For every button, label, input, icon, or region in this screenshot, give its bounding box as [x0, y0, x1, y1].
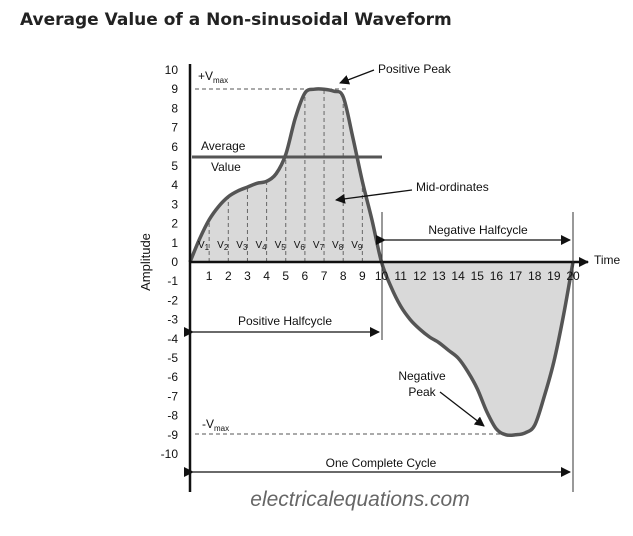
mid-ordinate-label: V8: [332, 240, 344, 252]
x-tick-label: 19: [547, 269, 561, 283]
mid-ordinate-labels: V1 V2 V3 V4 V5 V6 V7 V8 V9: [198, 240, 363, 252]
y-tick-label: 9: [171, 82, 178, 96]
complete-cycle-label: One Complete Cycle: [326, 456, 437, 470]
mid-ordinate-label: V1: [198, 240, 210, 252]
y-tick-label: 1: [171, 236, 178, 250]
y-tick-label: 0: [171, 255, 178, 269]
x-tick-label: 4: [263, 269, 270, 283]
x-tick-label: 15: [471, 269, 485, 283]
positive-halfcycle-label: Positive Halfcycle: [238, 314, 332, 328]
negative-halfcycle-area: [381, 262, 573, 435]
y-tick-label: -7: [167, 389, 178, 403]
mid-ordinate-label: V6: [294, 240, 306, 252]
x-axis-label: Time: [594, 253, 621, 267]
y-tick-label: -1: [167, 274, 178, 288]
y-tick-label: 8: [171, 101, 178, 115]
x-tick-label: 20: [566, 269, 580, 283]
x-tick-label: 6: [302, 269, 309, 283]
positive-peak-label: Positive Peak: [378, 62, 452, 76]
x-tick-label: 11: [394, 269, 407, 283]
y-tick-label: -9: [167, 428, 178, 442]
x-tick-label: 9: [359, 269, 366, 283]
y-tick-label: 4: [171, 178, 178, 192]
x-tick-label: 16: [490, 269, 504, 283]
negative-peak-arrow: [439, 391, 485, 427]
positive-peak-arrow: [339, 69, 375, 85]
watermark-text: electricalequations.com: [250, 488, 469, 511]
x-tick-label: 13: [432, 269, 446, 283]
y-tick-label: 6: [171, 140, 178, 154]
average-label-line2: Value: [211, 160, 241, 174]
x-axis-ticks: 1 2 3 4 5 6 7 8 9 10 11 12 13 14 15 16 17 18 19 20: [206, 269, 580, 283]
mid-ordinates-arrow: [335, 189, 413, 204]
mid-ordinate-label: V3: [236, 240, 248, 252]
vmax-positive-label: +Vmax: [198, 69, 228, 85]
y-tick-label: -4: [167, 332, 178, 346]
y-tick-label: 7: [171, 121, 178, 135]
x-tick-label: 7: [321, 269, 328, 283]
y-tick-label: -6: [167, 370, 178, 384]
y-tick-label: 10: [165, 63, 179, 77]
y-tick-label: -8: [167, 409, 178, 423]
mid-ordinate-label: V9: [351, 240, 363, 252]
x-tick-label: 17: [509, 269, 523, 283]
negative-halfcycle-label: Negative Halfcycle: [428, 223, 528, 237]
x-tick-label: 5: [282, 269, 289, 283]
mid-ordinate-label: V4: [255, 240, 267, 252]
y-tick-label: 5: [171, 159, 178, 173]
y-tick-label: 2: [171, 217, 178, 231]
x-tick-label: 1: [206, 269, 213, 283]
mid-ordinate-lines: [208, 89, 363, 262]
y-tick-label: -3: [167, 313, 178, 327]
y-tick-label: -5: [167, 351, 178, 365]
x-tick-label: 14: [451, 269, 465, 283]
x-tick-label: 3: [244, 269, 251, 283]
y-tick-label: -2: [167, 293, 178, 307]
x-tick-label: 8: [340, 269, 347, 283]
y-tick-label: -10: [161, 447, 179, 461]
mid-ordinates-label: Mid-ordinates: [416, 180, 489, 194]
average-label-line1: Average: [201, 139, 246, 153]
mid-ordinate-label: V5: [275, 240, 287, 252]
page-title: Average Value of a Non-sinusoidal Wavefo…: [20, 10, 452, 30]
y-tick-label: 3: [171, 197, 178, 211]
negative-peak-label-line2: Peak: [408, 385, 436, 399]
x-tick-label: 12: [413, 269, 427, 283]
vmax-negative-label: -Vmax: [202, 417, 229, 433]
mid-ordinate-label: V7: [313, 240, 325, 252]
mid-ordinate-label: V2: [217, 240, 229, 252]
x-tick-label: 18: [528, 269, 542, 283]
negative-peak-label-line1: Negative: [398, 369, 446, 383]
x-tick-label: 2: [225, 269, 232, 283]
y-axis-label: Amplitude: [138, 233, 153, 291]
x-tick-label: 10: [375, 269, 389, 283]
